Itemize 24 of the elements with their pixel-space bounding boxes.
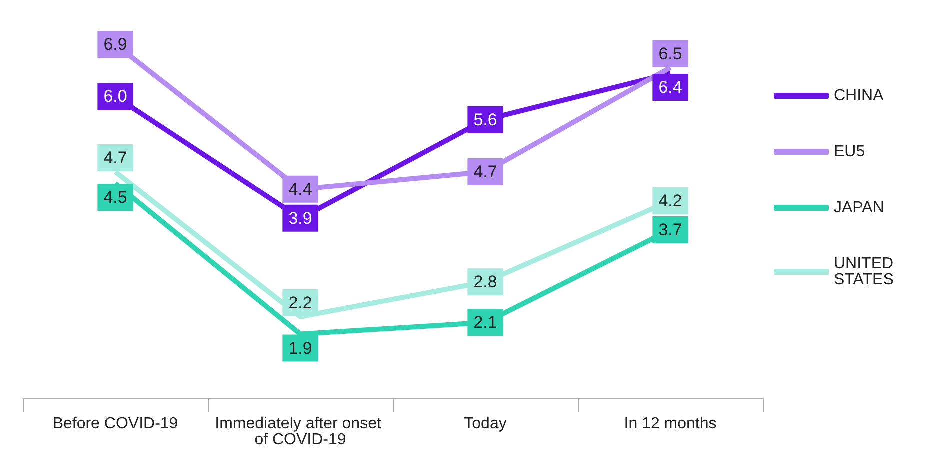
data-label: 4.7 <box>474 162 498 182</box>
data-label: 4.5 <box>104 188 128 208</box>
x-tick-label: Before COVID-19 <box>52 416 178 432</box>
legend-label: CHINA <box>834 88 884 104</box>
x-tick-label: Immediately after onset of COVID-19 <box>215 416 386 448</box>
legend-label: EU5 <box>834 144 866 160</box>
legend-label: JAPAN <box>834 200 884 216</box>
data-label: 3.9 <box>288 208 312 228</box>
data-label: 6.4 <box>658 78 682 98</box>
data-label: 3.7 <box>658 220 682 240</box>
data-label: 4.4 <box>288 180 312 199</box>
legend-label: UNITED STATES <box>834 256 898 288</box>
x-tick-label: Today <box>464 416 507 432</box>
data-label: 1.9 <box>288 338 312 358</box>
x-tick-label: In 12 months <box>624 416 717 432</box>
data-label: 4.7 <box>104 148 128 168</box>
data-label: 2.1 <box>474 313 498 332</box>
data-label: 6.5 <box>658 44 682 64</box>
data-label: 2.8 <box>474 272 498 292</box>
data-label: 4.2 <box>658 192 682 211</box>
data-label: 5.6 <box>474 110 498 130</box>
data-label: 6.9 <box>104 35 128 54</box>
data-label: 2.2 <box>288 293 312 312</box>
data-label: 6.0 <box>104 87 128 106</box>
